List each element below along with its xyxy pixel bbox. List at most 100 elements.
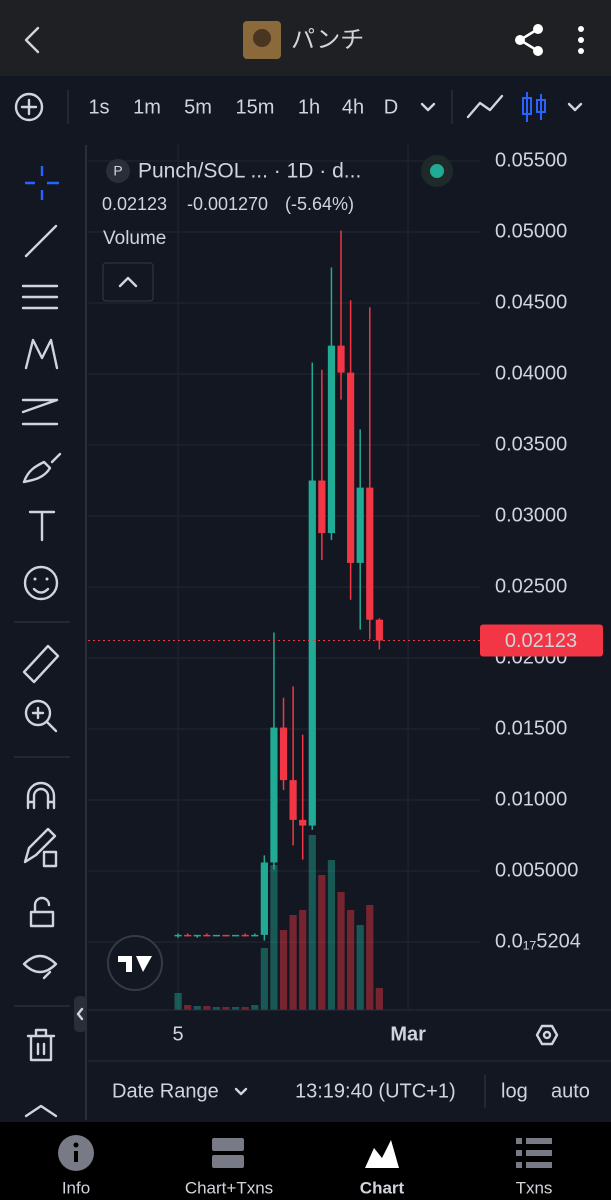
- volume-bar: [212, 1007, 221, 1010]
- candle-chart-button[interactable]: [522, 92, 546, 122]
- candle-body: [251, 934, 259, 937]
- volume-bar: [375, 988, 383, 1010]
- volume-bar: [241, 1007, 249, 1010]
- interval-button[interactable]: D: [384, 96, 398, 118]
- candle-body: [174, 934, 182, 937]
- candle-body: [184, 934, 192, 937]
- interval-button[interactable]: 4h: [342, 96, 364, 118]
- token-icon-face: [253, 29, 271, 47]
- interval-dropdown[interactable]: [420, 102, 436, 112]
- auto-toggle[interactable]: auto: [551, 1080, 590, 1102]
- axis-settings[interactable]: [535, 1024, 559, 1046]
- header-bar: [0, 0, 611, 76]
- candle-body: [241, 934, 249, 937]
- header-title: パンチ: [291, 26, 364, 53]
- nav-tab[interactable]: Info: [62, 1178, 90, 1197]
- candle-body: [231, 934, 240, 937]
- candle-body: [212, 934, 221, 937]
- menu-button[interactable]: [578, 26, 584, 54]
- y-tick-label: 0.05000: [495, 220, 567, 242]
- candle-body: [366, 487, 374, 620]
- fib-tool[interactable]: [21, 284, 59, 310]
- candle-body: [260, 862, 268, 935]
- txns-icon: [516, 1138, 552, 1168]
- lock-tool[interactable]: [29, 896, 55, 928]
- volume-bar: [289, 915, 297, 1010]
- interval-button[interactable]: 5m: [184, 96, 212, 118]
- projection-tool[interactable]: [21, 398, 59, 426]
- candle-body: [356, 487, 364, 563]
- x-tick-label: 5: [173, 1023, 184, 1045]
- magnet-tool[interactable]: [26, 781, 56, 810]
- interval-button[interactable]: 15m: [236, 96, 275, 118]
- nav-tab[interactable]: Txns: [516, 1178, 553, 1197]
- y-tick-label: 0.0₁₇5204: [495, 930, 581, 952]
- date-range-chevron: [234, 1087, 248, 1096]
- legend-last: 0.02123: [102, 194, 167, 214]
- tradingview-logo: [107, 935, 163, 991]
- crosshair-tool[interactable]: [25, 166, 59, 200]
- trend-line-tool[interactable]: [24, 224, 58, 258]
- symbol-badge: P: [113, 163, 122, 179]
- volume-bar: [260, 948, 268, 1010]
- more-tools[interactable]: [24, 1104, 58, 1118]
- volume-bar: [251, 1005, 259, 1010]
- interval-button[interactable]: 1h: [298, 96, 320, 118]
- candle-body: [308, 480, 316, 826]
- volume-bar: [318, 875, 326, 1010]
- zoom-tool[interactable]: [24, 699, 58, 733]
- volume-bar: [231, 1007, 240, 1010]
- legend-change-pct: (-5.64%): [285, 194, 354, 214]
- add-button[interactable]: [14, 92, 44, 122]
- delete-tool[interactable]: [26, 1028, 56, 1062]
- lock-drawing-tool[interactable]: [23, 827, 58, 868]
- share-button[interactable]: [515, 24, 543, 56]
- y-tick-label: 0.005000: [495, 859, 578, 881]
- symbol-title: Punch/SOL ... · 1D · d...: [138, 160, 361, 183]
- ruler-tool[interactable]: [22, 644, 60, 684]
- visibility-tool[interactable]: [22, 954, 58, 980]
- back-button[interactable]: [24, 26, 40, 54]
- volume-bar: [270, 865, 278, 1010]
- volume-bar: [337, 892, 345, 1010]
- y-tick-label: 0.05500: [495, 149, 567, 171]
- interval-button[interactable]: 1s: [88, 96, 109, 118]
- nav-tab[interactable]: Chart+Txns: [185, 1178, 273, 1197]
- text-tool[interactable]: [28, 510, 56, 542]
- interval-button[interactable]: 1m: [133, 96, 161, 118]
- date-range[interactable]: Date Range: [112, 1080, 219, 1102]
- chart-icon: [365, 1140, 399, 1168]
- volume-bar: [184, 1005, 192, 1010]
- volume-bar: [366, 905, 374, 1010]
- y-tick-label: 0.01000: [495, 788, 567, 810]
- pattern-tool[interactable]: [24, 338, 59, 370]
- y-tick-label: 0.01500: [495, 717, 567, 739]
- collapse-legend-button[interactable]: [102, 262, 154, 302]
- volume-bar: [356, 925, 364, 1010]
- candle-body: [318, 480, 326, 534]
- collapse-tab[interactable]: [74, 996, 87, 1032]
- toolbar: [0, 76, 611, 138]
- candle-body: [270, 727, 278, 863]
- y-tick-label: 0.04000: [495, 362, 567, 384]
- brush-tool[interactable]: [22, 452, 62, 484]
- chart: 0.05500 0.05000 0.04500 0.04000 0.03500 0.030…: [88, 145, 603, 1045]
- candle-body: [299, 819, 307, 826]
- y-tick-label: 0.03500: [495, 433, 567, 455]
- badge: [106, 159, 130, 183]
- collapse-arrow: [76, 1007, 84, 1021]
- chart-type-dropdown[interactable]: [567, 102, 583, 112]
- nav-bar: [0, 1122, 611, 1200]
- volume-label: Volume: [103, 228, 166, 249]
- y-tick-label: 0.04500: [495, 291, 567, 313]
- line-chart-button[interactable]: [466, 94, 504, 119]
- x-tick-label: Mar: [390, 1023, 426, 1045]
- candle-body: [337, 345, 345, 373]
- log-toggle[interactable]: log: [501, 1080, 528, 1102]
- nav-tab[interactable]: Chart: [360, 1178, 405, 1197]
- candle-body: [289, 780, 297, 820]
- legend-change: -0.001270: [187, 194, 268, 214]
- volume-bar: [299, 910, 307, 1010]
- emoji-tool[interactable]: [23, 565, 59, 601]
- status-dot: [430, 164, 444, 178]
